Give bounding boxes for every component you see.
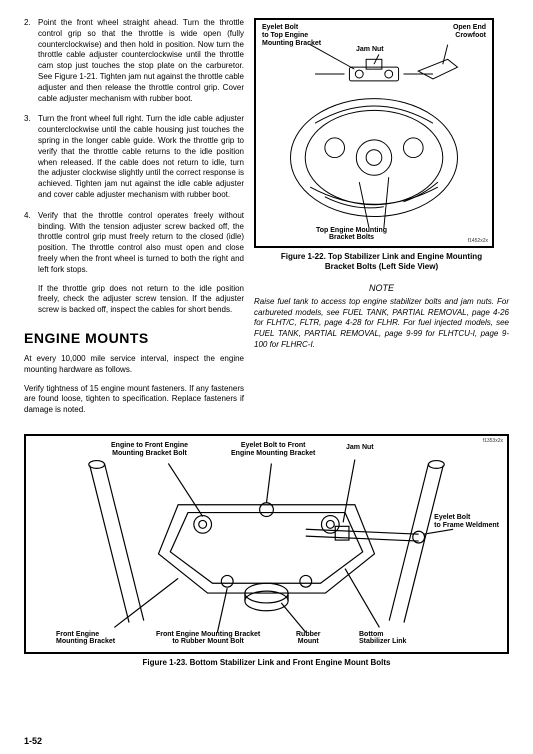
step-text: Turn the front wheel full right. Turn th… [38, 114, 244, 200]
step-sub: If the throttle grip does not return to … [38, 284, 244, 316]
label-eyelet-to-frame: Eyelet Boltto Frame Weldment [434, 514, 499, 529]
note-heading: NOTE [254, 283, 509, 293]
caption-line: Figure 1-22. Top Stabilizer Link and Eng… [281, 252, 482, 261]
label-text: Eyelet Bolt [262, 24, 298, 31]
label-open-end: Open EndCrowfoot [453, 24, 486, 39]
caption-line: Bracket Bolts (Left Side View) [325, 262, 438, 271]
label-bottom-stabilizer: BottomStabilizer Link [359, 631, 406, 646]
step-text: Point the front wheel straight ahead. Tu… [38, 18, 244, 104]
figure-1-22-svg [256, 20, 492, 246]
label-jam-nut: Jam Nut [356, 46, 384, 54]
label-top-mounting-bolts: Top Engine MountingBracket Bolts [316, 227, 387, 242]
note-body: Raise fuel tank to access top engine sta… [254, 297, 509, 351]
engine-mounts-heading: ENGINE MOUNTS [24, 330, 244, 346]
procedure-steps: 2. Point the front wheel straight ahead.… [24, 18, 244, 316]
figure-1-22-caption: Figure 1-22. Top Stabilizer Link and Eng… [254, 252, 509, 273]
step-4: 4. Verify that the throttle control oper… [24, 211, 244, 316]
label-jam-nut-23: Jam Nut [346, 444, 374, 452]
page-number: 1-52 [24, 736, 42, 746]
figure-1-23: Engine to Front EngineMounting Bracket B… [24, 434, 509, 654]
step-3: 3. Turn the front wheel full right. Turn… [24, 114, 244, 200]
mounts-para-1: At every 10,000 mile service interval, i… [24, 354, 244, 376]
mounts-para-2: Verify tightness of 15 engine mount fast… [24, 384, 244, 416]
label-front-engine-bracket: Front EngineMounting Bracket [56, 631, 115, 646]
step-num: 3. [24, 114, 38, 200]
figure-1-23-svg [26, 436, 507, 652]
step-num: 2. [24, 18, 38, 104]
figure-ref-23: f1353x2x [483, 438, 503, 444]
figure-1-22: Eyelet Bolt to Top EngineMounting Bracke… [254, 18, 494, 248]
label-eyelet-bolt: Eyelet Bolt [262, 24, 298, 32]
label-top-engine-bracket: to Top EngineMounting Bracket [262, 32, 321, 47]
step-num: 4. [24, 211, 38, 316]
figure-ref: f1452x2x [468, 238, 488, 244]
step-main: Verify that the throttle control operate… [38, 211, 244, 274]
step-text: Verify that the throttle control operate… [38, 211, 244, 316]
step-2: 2. Point the front wheel straight ahead.… [24, 18, 244, 104]
figure-1-23-caption: Figure 1-23. Bottom Stabilizer Link and … [24, 658, 509, 668]
label-rubber-mount: RubberMount [296, 631, 321, 646]
label-engine-to-front: Engine to Front EngineMounting Bracket B… [111, 442, 188, 457]
label-eyelet-to-front: Eyelet Bolt to FrontEngine Mounting Brac… [231, 442, 315, 457]
label-front-to-rubber: Front Engine Mounting Bracketto Rubber M… [156, 631, 260, 646]
